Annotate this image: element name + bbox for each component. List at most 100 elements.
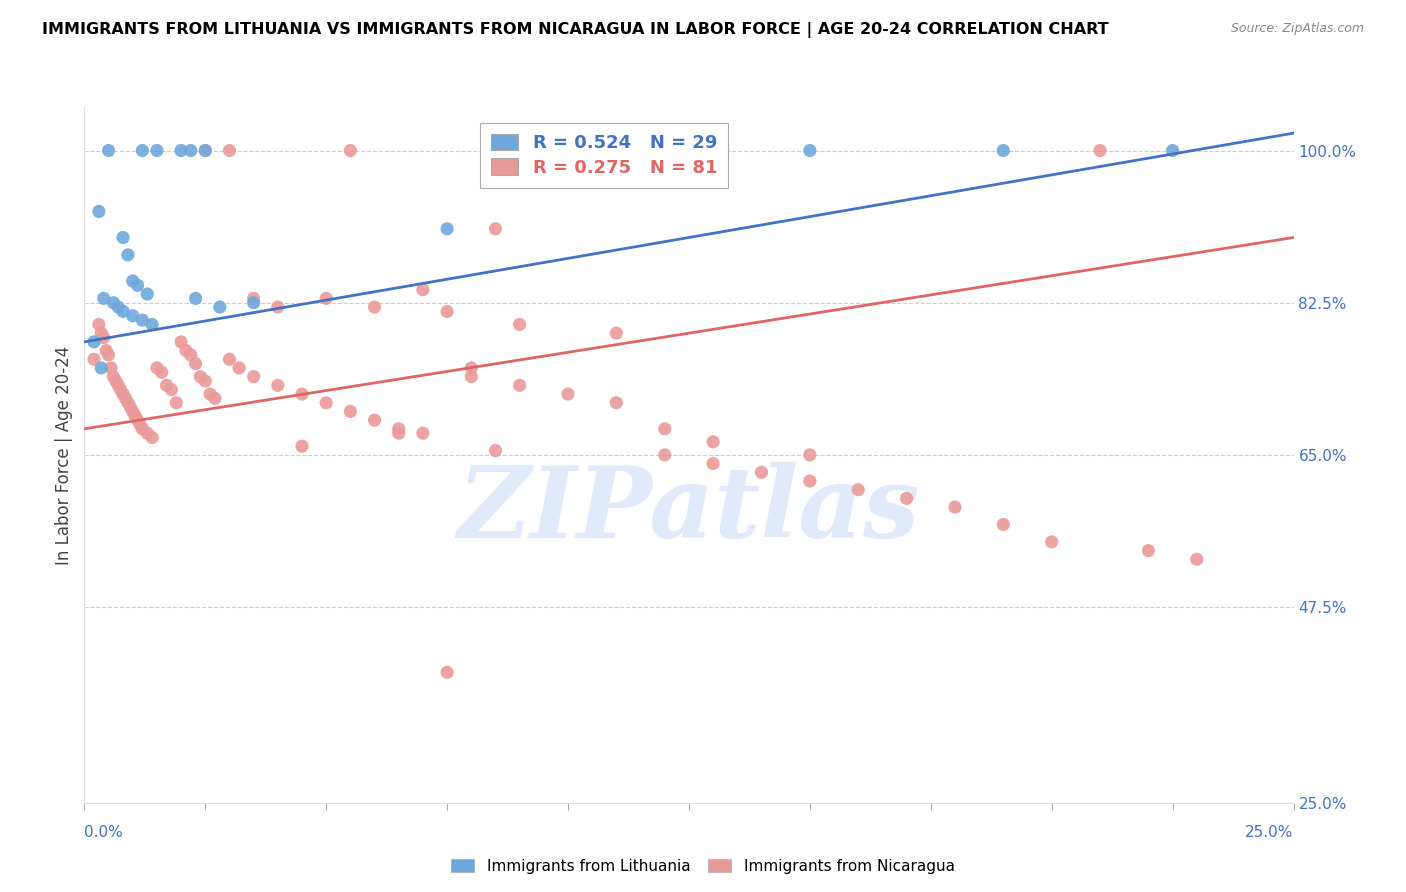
Point [339, 144, 361, 158]
Point [146, 144, 169, 158]
Point [1137, 543, 1160, 558]
Point [242, 291, 264, 305]
Point [97, 348, 120, 362]
Text: ZIPatlas: ZIPatlas [458, 462, 920, 558]
Point [112, 304, 135, 318]
Point [557, 387, 579, 401]
Point [194, 144, 217, 158]
Point [90, 360, 112, 375]
Point [104, 374, 127, 388]
Point [267, 378, 290, 392]
Point [97, 144, 120, 158]
Point [388, 422, 411, 436]
Point [208, 300, 231, 314]
Point [509, 378, 531, 392]
Point [436, 665, 458, 680]
Point [121, 309, 143, 323]
Point [131, 313, 153, 327]
Point [136, 426, 159, 441]
Text: IMMIGRANTS FROM LITHUANIA VS IMMIGRANTS FROM NICARAGUA IN LABOR FORCE | AGE 20-2: IMMIGRANTS FROM LITHUANIA VS IMMIGRANTS … [42, 22, 1109, 38]
Point [112, 230, 135, 244]
Point [117, 248, 139, 262]
Point [1185, 552, 1208, 566]
Point [198, 387, 221, 401]
Point [484, 443, 506, 458]
Point [412, 426, 434, 441]
Text: Source: ZipAtlas.com: Source: ZipAtlas.com [1230, 22, 1364, 36]
Point [124, 409, 146, 423]
Y-axis label: In Labor Force | Age 20-24: In Labor Force | Age 20-24 [55, 345, 73, 565]
Point [460, 369, 482, 384]
Point [93, 330, 115, 344]
Point [103, 369, 125, 384]
Point [141, 318, 163, 332]
Point [291, 387, 314, 401]
Point [120, 400, 142, 414]
Point [846, 483, 869, 497]
Point [218, 144, 240, 158]
Point [121, 274, 143, 288]
Point [896, 491, 918, 506]
Point [228, 360, 250, 375]
Point [412, 283, 434, 297]
Point [702, 457, 724, 471]
Point [170, 334, 193, 349]
Point [1088, 144, 1111, 158]
Point [460, 360, 482, 375]
Point [436, 221, 458, 235]
Point [184, 357, 207, 371]
Text: 25.0%: 25.0% [1246, 825, 1294, 840]
Point [654, 422, 676, 436]
Point [129, 417, 152, 432]
Point [131, 144, 153, 158]
Point [87, 204, 110, 219]
Point [121, 404, 143, 418]
Point [90, 326, 112, 340]
Point [339, 404, 361, 418]
Point [83, 334, 105, 349]
Legend: Immigrants from Lithuania, Immigrants from Nicaragua: Immigrants from Lithuania, Immigrants fr… [446, 853, 960, 880]
Point [702, 434, 724, 449]
Point [1040, 534, 1063, 549]
Point [114, 392, 136, 406]
Point [190, 369, 212, 384]
Point [136, 287, 159, 301]
Point [165, 395, 187, 409]
Point [799, 144, 821, 158]
Point [131, 422, 153, 436]
Point [605, 326, 627, 340]
Point [799, 474, 821, 488]
Point [127, 413, 149, 427]
Point [150, 365, 173, 379]
Text: 0.0%: 0.0% [84, 825, 124, 840]
Point [174, 343, 197, 358]
Point [291, 439, 314, 453]
Point [117, 395, 139, 409]
Point [943, 500, 966, 514]
Point [267, 300, 290, 314]
Point [993, 517, 1015, 532]
Point [218, 352, 240, 367]
Point [751, 466, 773, 480]
Point [363, 413, 385, 427]
Point [1161, 144, 1184, 158]
Point [799, 448, 821, 462]
Point [654, 448, 676, 462]
Point [388, 426, 411, 441]
Point [194, 144, 217, 158]
Point [93, 291, 115, 305]
Point [127, 278, 149, 293]
Point [509, 318, 531, 332]
Point [141, 430, 163, 444]
Point [103, 295, 125, 310]
Point [363, 300, 385, 314]
Point [180, 348, 202, 362]
Point [993, 144, 1015, 158]
Point [315, 291, 337, 305]
Point [605, 395, 627, 409]
Point [100, 360, 122, 375]
Point [204, 392, 226, 406]
Point [194, 374, 217, 388]
Point [110, 383, 132, 397]
Point [146, 360, 169, 375]
